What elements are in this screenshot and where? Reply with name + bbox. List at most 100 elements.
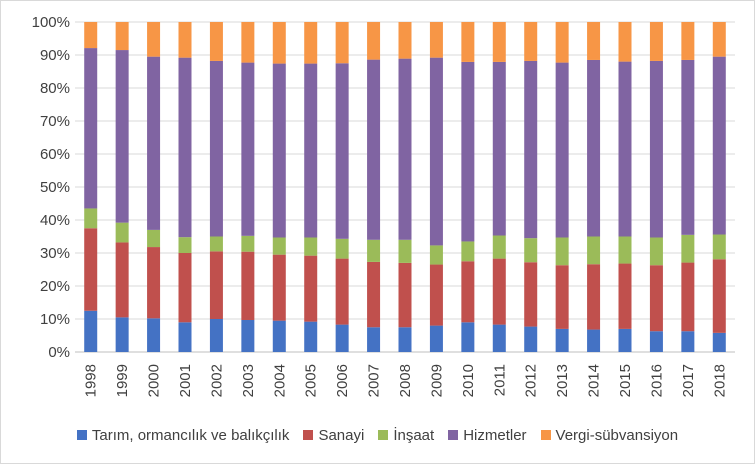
- legend-swatch-sanayi: [303, 430, 314, 440]
- bar-segment: [367, 59, 381, 240]
- bar-segment: [241, 319, 255, 352]
- legend-item-vergi: Vergi-sübvansiyon: [540, 426, 679, 444]
- bar-segment: [492, 258, 506, 325]
- bar-segment: [147, 229, 161, 248]
- legend-swatch-insaat: [378, 430, 389, 440]
- bar-segment: [178, 57, 192, 238]
- bar-segment: [492, 235, 506, 259]
- bar-segment: [147, 56, 161, 230]
- y-tick-label: 20%: [40, 278, 70, 295]
- bar-segment: [335, 258, 349, 325]
- x-tick-label: 1998: [83, 364, 100, 397]
- x-tick-label: 2011: [491, 364, 508, 396]
- bar-segment: [84, 228, 98, 311]
- bar-segment: [524, 238, 538, 263]
- bar-segment: [712, 56, 726, 235]
- legend-item-hizmetler: Hizmetler: [448, 426, 527, 444]
- legend-label-hizmetler: Hizmetler: [463, 426, 527, 444]
- legend-swatch-hizmetler: [448, 430, 459, 440]
- bar-segment: [304, 22, 318, 64]
- x-tick-label: 2005: [303, 364, 320, 397]
- bar-segment: [649, 22, 663, 61]
- bar-segment: [335, 238, 349, 259]
- bar-segment: [209, 60, 223, 237]
- bar-segment: [492, 22, 506, 62]
- bar-segment: [272, 254, 286, 321]
- bar-segment: [398, 262, 412, 328]
- y-tick-label: 50%: [40, 179, 70, 196]
- x-tick-label: 2009: [428, 364, 445, 397]
- bar-segment: [429, 57, 443, 246]
- bar-segment: [335, 324, 349, 352]
- bar-segment: [712, 234, 726, 260]
- bar-segment: [367, 239, 381, 262]
- x-tick-label: 2012: [523, 364, 540, 397]
- x-tick-label: 2008: [397, 364, 414, 397]
- bar-segment: [618, 22, 632, 62]
- bar-segment: [147, 22, 161, 57]
- bar-segment: [84, 48, 98, 209]
- bar-segment: [398, 58, 412, 240]
- bar-segment: [555, 62, 569, 238]
- bar-segment: [115, 22, 129, 51]
- bar-segment: [429, 245, 443, 265]
- bar-segment: [461, 241, 475, 262]
- legend-label-sanayi: Sanayi: [318, 426, 365, 444]
- bar-segment: [429, 264, 443, 326]
- bar-segment: [712, 259, 726, 333]
- bar-segment: [209, 319, 223, 352]
- bar-segment: [681, 234, 695, 263]
- x-tick-label: 2007: [366, 364, 383, 397]
- bar-segment: [304, 255, 318, 322]
- bar-segment: [461, 22, 475, 62]
- legend-swatch-tarim: [76, 430, 87, 440]
- bar-segment: [115, 222, 129, 243]
- x-tick-label: 1999: [114, 364, 131, 397]
- y-tick-label: 10%: [40, 311, 70, 328]
- bar-segment: [587, 264, 601, 330]
- bar-segment: [335, 22, 349, 64]
- bar-segment: [398, 239, 412, 263]
- x-tick-label: 2001: [177, 364, 194, 397]
- bar-segment: [178, 237, 192, 253]
- y-tick-label: 30%: [40, 245, 70, 262]
- bar-segment: [587, 329, 601, 352]
- legend-swatch-vergi: [540, 430, 551, 440]
- bar-segment: [209, 22, 223, 61]
- bar-segment: [241, 22, 255, 63]
- x-tick-label: 2016: [648, 364, 665, 397]
- bar-segment: [681, 331, 695, 352]
- bar-segment: [147, 247, 161, 319]
- bar-segment: [398, 327, 412, 352]
- bar-segment: [461, 61, 475, 242]
- bar-segment: [84, 310, 98, 352]
- bar-segment: [115, 50, 129, 223]
- bar-segment: [618, 263, 632, 329]
- bar-segment: [429, 325, 443, 352]
- y-tick-label: 80%: [40, 80, 70, 97]
- bar-segment: [398, 22, 412, 59]
- x-tick-label: 2017: [680, 364, 697, 397]
- bar-segment: [649, 331, 663, 352]
- bar-segment: [115, 317, 129, 352]
- bar-segment: [587, 22, 601, 60]
- bar-segment: [618, 61, 632, 237]
- bar-segment: [587, 236, 601, 265]
- legend-label-insaat: İnşaat: [393, 426, 435, 444]
- legend-item-insaat: İnşaat: [378, 427, 434, 444]
- legend-label-vergi: Vergi-sübvansiyon: [555, 426, 679, 444]
- bar-segment: [555, 237, 569, 266]
- x-tick-label: 2006: [334, 364, 351, 397]
- legend-label-tarim: Tarım, ormancılık ve balıkçılık: [91, 426, 290, 444]
- x-tick-label: 2003: [240, 364, 257, 397]
- bar-segment: [712, 22, 726, 57]
- bar-segment: [241, 251, 255, 320]
- legend-item-sanayi: Sanayi: [303, 427, 364, 444]
- bar-segment: [555, 265, 569, 329]
- bar-segment: [618, 236, 632, 264]
- bar-segment: [367, 327, 381, 352]
- y-tick-label: 100%: [32, 14, 70, 31]
- bar-segment: [429, 22, 443, 58]
- bar-segment: [492, 61, 506, 236]
